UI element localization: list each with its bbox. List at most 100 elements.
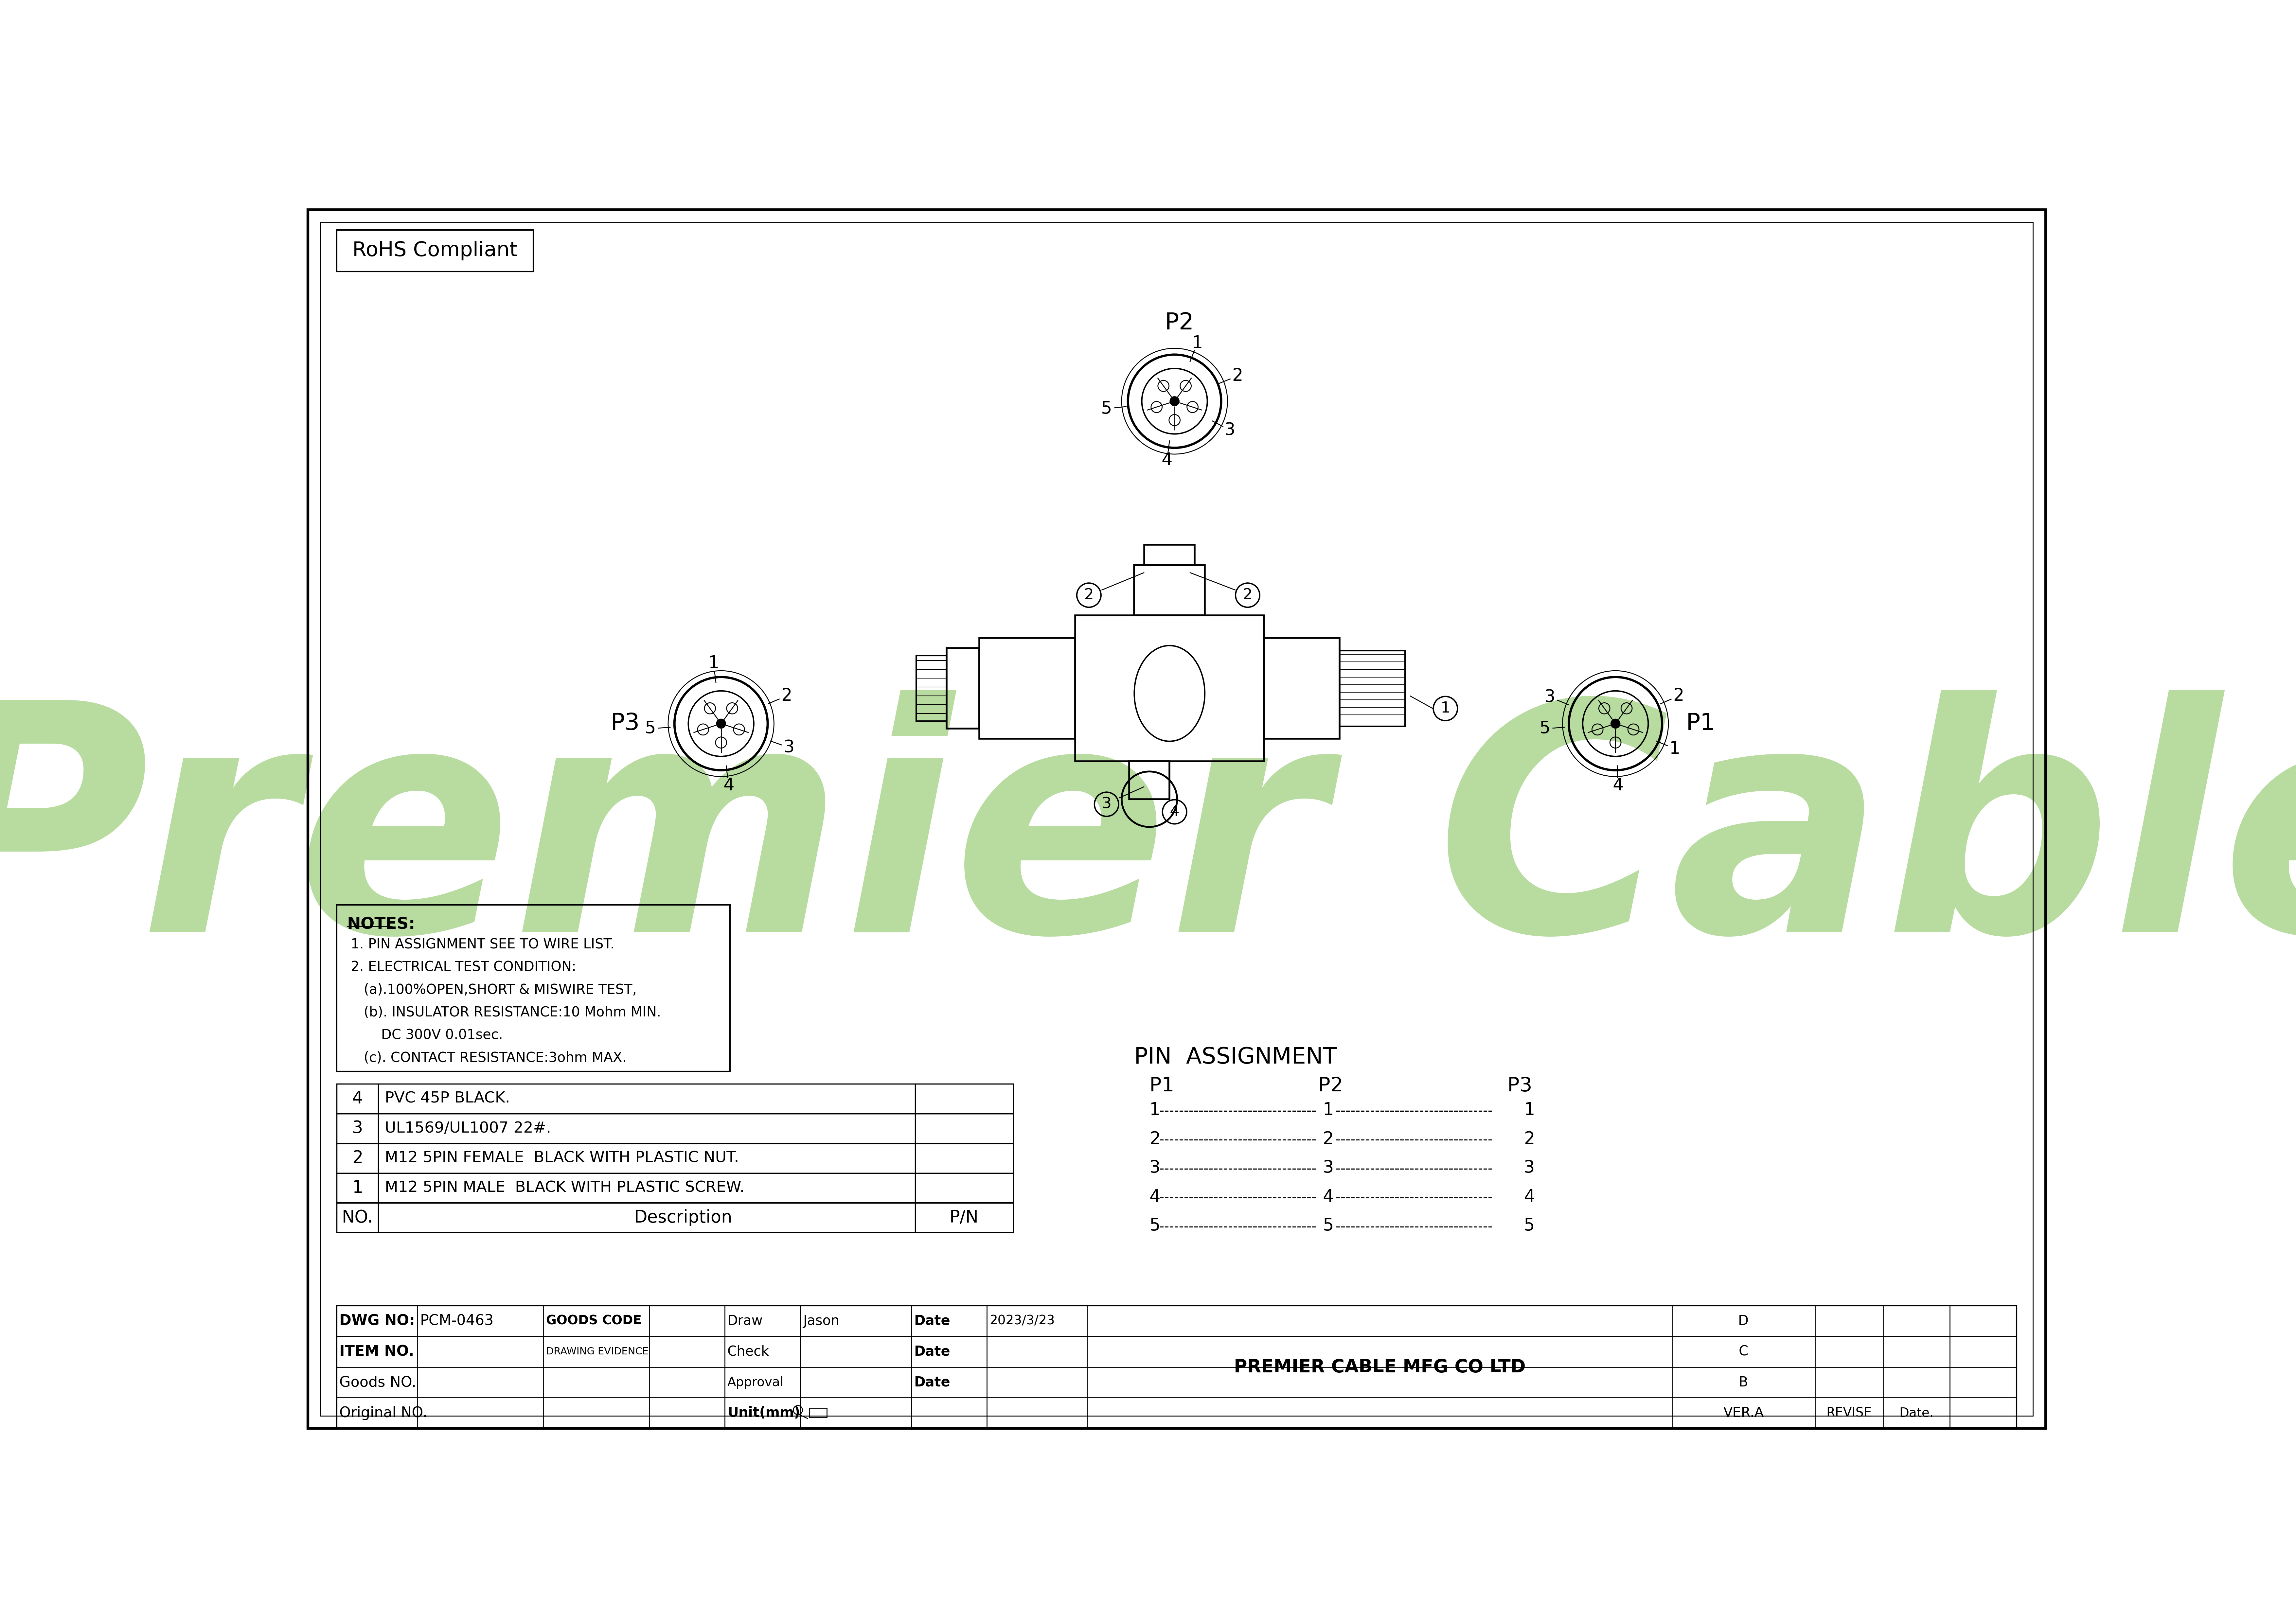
Bar [1143,545,1194,564]
Text: P3: P3 [1508,1077,1531,1095]
Text: D: D [1738,1314,1750,1328]
Text: PVC 45P BLACK.: PVC 45P BLACK. [386,1092,510,1106]
Text: --------------------------------: -------------------------------- [1336,1105,1492,1118]
Bar [338,1083,1013,1114]
Text: Check: Check [728,1345,769,1359]
Text: 5: 5 [1538,720,1550,736]
Text: DWG NO:: DWG NO: [340,1314,416,1328]
Text: (b). INSULATOR RESISTANCE:10 Mohm MIN.: (b). INSULATOR RESISTANCE:10 Mohm MIN. [351,1006,661,1020]
Bar [916,655,946,722]
Text: 2: 2 [1233,368,1242,384]
Text: Approval: Approval [728,1375,783,1388]
Text: 3: 3 [1545,689,1554,706]
Text: 5: 5 [645,720,657,736]
Text: 1: 1 [1150,1101,1159,1119]
Text: Goods NO.: Goods NO. [340,1375,416,1390]
Text: --------------------------------: -------------------------------- [1159,1161,1316,1176]
Bar [980,637,1075,738]
Text: Date: Date [914,1345,951,1359]
Text: Date: Date [914,1314,951,1328]
Text: GOODS CODE: GOODS CODE [546,1315,641,1327]
Bar [1075,615,1265,761]
Text: DRAWING EVIDENCE: DRAWING EVIDENCE [546,1346,647,1356]
Text: 4: 4 [1169,805,1180,819]
Circle shape [1612,719,1621,728]
Bar [808,1408,827,1418]
Text: 1: 1 [1525,1101,1534,1119]
Text: NOTES:: NOTES: [347,916,416,933]
Text: (a).100%OPEN,SHORT & MISWIRE TEST,: (a).100%OPEN,SHORT & MISWIRE TEST, [351,983,636,998]
Text: 3: 3 [1150,1160,1159,1176]
Text: 2: 2 [1674,688,1683,704]
Bar [338,1204,1013,1233]
Text: REVISE: REVISE [1825,1406,1871,1419]
Text: 5: 5 [1150,1218,1159,1234]
Bar [1339,650,1405,727]
Text: 2: 2 [781,688,792,704]
Text: 3: 3 [1224,422,1235,438]
Text: Jason: Jason [804,1314,840,1328]
Text: ITEM NO.: ITEM NO. [340,1345,413,1359]
Text: 5: 5 [1525,1218,1534,1234]
Bar [1134,564,1205,615]
Bar [338,230,533,271]
Text: M12 5PIN MALE  BLACK WITH PLASTIC SCREW.: M12 5PIN MALE BLACK WITH PLASTIC SCREW. [386,1181,744,1195]
Text: 5: 5 [1322,1218,1334,1234]
Text: --------------------------------: -------------------------------- [1159,1134,1316,1147]
Text: 1: 1 [1322,1101,1334,1119]
Text: VER.A: VER.A [1724,1406,1763,1419]
Text: P2: P2 [1318,1077,1343,1095]
Bar [338,905,730,1071]
Text: RoHS Compliant: RoHS Compliant [354,242,517,261]
Text: M12 5PIN FEMALE  BLACK WITH PLASTIC NUT.: M12 5PIN FEMALE BLACK WITH PLASTIC NUT. [386,1152,739,1166]
Text: 4: 4 [1612,777,1623,793]
Text: --------------------------------: -------------------------------- [1336,1191,1492,1205]
Text: Date: Date [914,1375,951,1388]
Text: 4: 4 [723,777,735,793]
Text: 2: 2 [1525,1131,1534,1147]
Text: 3: 3 [1525,1160,1534,1176]
Text: 1: 1 [351,1179,363,1197]
Text: P3: P3 [611,712,641,735]
Text: 1: 1 [1440,701,1451,715]
Text: 4: 4 [1525,1189,1534,1205]
Text: --------------------------------: -------------------------------- [1159,1220,1316,1234]
Text: P/N: P/N [951,1208,978,1226]
Text: --------------------------------: -------------------------------- [1336,1134,1492,1147]
Text: Unit(mm): Unit(mm) [728,1406,799,1419]
Text: --------------------------------: -------------------------------- [1159,1191,1316,1205]
Bar [338,1173,1013,1204]
Bar [338,1306,2016,1429]
Text: 3: 3 [783,740,794,756]
Text: P1: P1 [1685,712,1715,735]
Text: PCM-0463: PCM-0463 [420,1314,494,1328]
Bar [338,1114,1013,1144]
Text: 2: 2 [1242,587,1254,602]
Bar [338,1144,1013,1173]
Text: 4: 4 [1322,1189,1334,1205]
Text: 2023/3/23: 2023/3/23 [990,1315,1054,1327]
Bar [1265,637,1339,738]
Text: C: C [1738,1345,1747,1359]
Text: P2: P2 [1164,311,1194,334]
Text: 2. ELECTRICAL TEST CONDITION:: 2. ELECTRICAL TEST CONDITION: [351,960,576,975]
Text: Date.: Date. [1899,1406,1933,1419]
Text: 3: 3 [1102,796,1111,811]
Text: 1. PIN ASSIGNMENT SEE TO WIRE LIST.: 1. PIN ASSIGNMENT SEE TO WIRE LIST. [351,938,615,952]
Text: 4: 4 [351,1090,363,1108]
Text: 3: 3 [351,1119,363,1137]
Text: 5: 5 [1102,401,1111,417]
Text: 1: 1 [1669,740,1681,757]
Text: --------------------------------: -------------------------------- [1336,1220,1492,1234]
Text: 3: 3 [1322,1160,1334,1176]
Text: 1: 1 [707,655,719,672]
Text: (c). CONTACT RESISTANCE:3ohm MAX.: (c). CONTACT RESISTANCE:3ohm MAX. [351,1051,627,1066]
Text: PIN  ASSIGNMENT: PIN ASSIGNMENT [1134,1046,1336,1067]
Text: --------------------------------: -------------------------------- [1159,1105,1316,1118]
Bar [946,649,980,728]
Text: UL1569/UL1007 22#.: UL1569/UL1007 22#. [386,1121,551,1135]
Text: 2: 2 [1150,1131,1159,1147]
Text: 4: 4 [1150,1189,1159,1205]
Text: PREMIER CABLE MFG CO LTD: PREMIER CABLE MFG CO LTD [1233,1358,1527,1375]
Text: --------------------------------: -------------------------------- [1336,1161,1492,1176]
